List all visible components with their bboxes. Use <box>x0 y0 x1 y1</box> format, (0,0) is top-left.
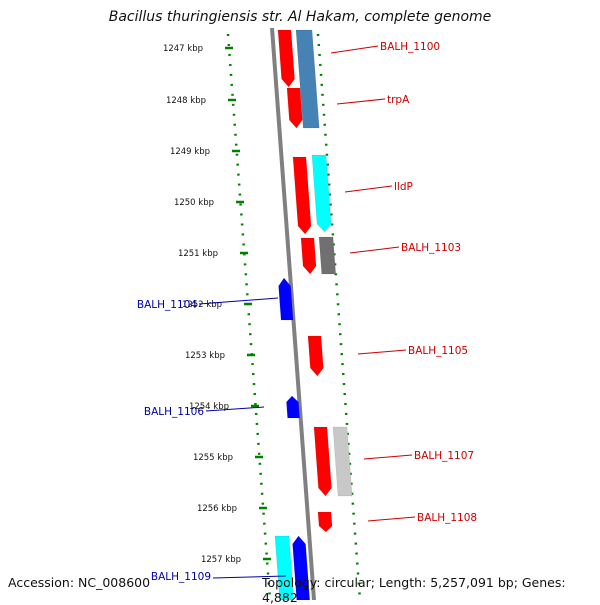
reverse-label-leader <box>205 406 265 412</box>
tick-label: 1257 kbp <box>201 555 241 565</box>
forward-gene-label[interactable]: BALH_1103 <box>401 242 461 254</box>
gene-balh-1103-darkgray-block[interactable] <box>318 236 336 275</box>
tick-label: 1252 kbp <box>182 300 222 310</box>
genome-title: Bacillus thuringiensis str. Al Hakam, co… <box>108 9 492 25</box>
gene-balh-1105-arrow[interactable] <box>307 335 324 377</box>
forward-label-leader <box>363 454 413 460</box>
genome-stats: Topology: circular; Length: 5,257,091 bp… <box>262 575 566 605</box>
gene-balh-1103-arrow[interactable] <box>300 237 317 275</box>
gene-balh-1104-arrow[interactable] <box>278 277 294 321</box>
forward-gene-label[interactable]: BALH_1100 <box>380 41 440 53</box>
inner-dotted-track <box>226 33 272 600</box>
gene-balh-1100-steelblue-block[interactable] <box>295 29 320 129</box>
gene-balh-1109-cyan-block[interactable] <box>274 535 294 600</box>
gene-trpA-arrow[interactable] <box>286 87 303 129</box>
gene-balh-1109-arrow[interactable] <box>292 535 310 600</box>
reverse-gene-label[interactable]: BALH_1104 <box>137 299 197 311</box>
forward-gene-label[interactable]: BALH_1105 <box>408 345 468 357</box>
forward-label-leader <box>349 246 400 254</box>
genome-backbone <box>270 27 316 600</box>
forward-label-leader <box>336 98 386 105</box>
gene-balh-1107-lightgray-block[interactable] <box>332 426 353 497</box>
tick-label: 1255 kbp <box>193 453 233 463</box>
forward-gene-label[interactable]: lldP <box>394 181 413 193</box>
reverse-gene-label[interactable]: BALH_1109 <box>151 571 211 583</box>
gene-balh-1106-arrow[interactable] <box>286 395 300 419</box>
reverse-label-leader <box>212 575 287 579</box>
accession-text: Accession: NC_008600 <box>8 575 151 590</box>
gene-lldP-cyan-block[interactable] <box>311 154 332 233</box>
tick-label: 1254 kbp <box>189 402 229 412</box>
reverse-label-leader <box>198 297 279 305</box>
reverse-gene-label[interactable]: BALH_1106 <box>144 406 204 418</box>
tick-label: 1251 kbp <box>178 249 218 259</box>
tick-label: 1250 kbp <box>174 198 214 208</box>
tick-label: 1248 kbp <box>166 96 206 106</box>
forward-gene-label[interactable]: BALH_1107 <box>414 450 474 462</box>
forward-label-leader <box>330 45 379 54</box>
gene-balh-1108-arrow[interactable] <box>317 511 333 533</box>
tick-label: 1249 kbp <box>170 147 210 157</box>
gene-balh-1107-arrow[interactable] <box>313 426 332 497</box>
tick-label: 1253 kbp <box>185 351 225 361</box>
tick-label: 1247 kbp <box>163 44 203 54</box>
gene-balh-1100-arrow[interactable] <box>277 29 295 88</box>
gene-lldP-arrow[interactable] <box>292 156 312 235</box>
tick-label: 1256 kbp <box>197 504 237 514</box>
forward-label-leader <box>344 185 393 193</box>
forward-label-leader <box>367 516 416 522</box>
forward-label-leader <box>357 349 407 355</box>
forward-gene-label[interactable]: BALH_1108 <box>417 512 477 524</box>
forward-gene-label[interactable]: trpA <box>387 94 410 106</box>
